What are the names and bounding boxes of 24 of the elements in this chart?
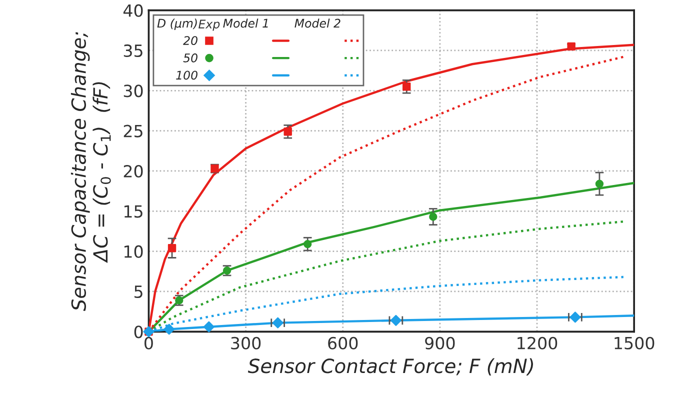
x-tick-label: 1500 (614, 336, 654, 350)
legend-title: D (μm) (157, 18, 197, 30)
y-tick-label: 10 (124, 245, 143, 258)
x-tick-label: 1200 (518, 336, 558, 350)
y-tick-label: 35 (124, 44, 142, 58)
legend-label: 50 (183, 53, 198, 62)
y-tick-label: 25 (124, 124, 142, 138)
y-tick-label: 40 (123, 4, 143, 17)
annotation: Model 2 (294, 18, 340, 28)
legend-label: 100 (176, 70, 198, 80)
x-tick-label: 600 (328, 336, 358, 350)
y-tick-label: 5 (134, 286, 142, 298)
annotation: Exp (198, 20, 220, 31)
y-tick-label: 20 (124, 164, 143, 178)
x-tick-label: 0 (144, 336, 153, 350)
annotation: Model 1 (223, 18, 268, 28)
x-axis-title: Sensor Contact Force; F (mN) (248, 358, 533, 376)
x-tick-label: 300 (231, 336, 261, 350)
y-axis-title: Sensor Capacitance Change; ΔC = (C$_{0}$ - C$_{1}$) (fF) (70, 32, 111, 312)
y-tick-label: 30 (124, 84, 143, 98)
y-tick-label: 0 (134, 326, 143, 338)
x-tick-label: 900 (425, 336, 455, 350)
y-tick-label: 15 (124, 205, 142, 218)
legend-label: 20 (183, 36, 198, 46)
